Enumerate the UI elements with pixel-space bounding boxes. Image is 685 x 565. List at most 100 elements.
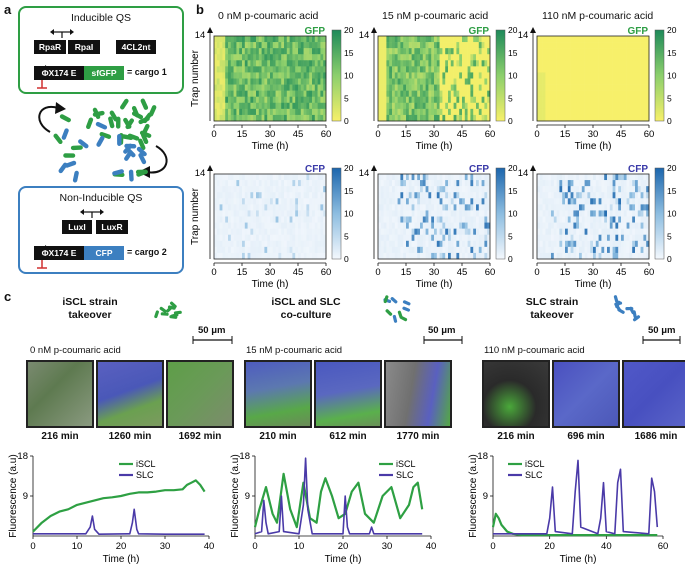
heatmap-cell [289, 192, 293, 199]
heatmap-cell [258, 204, 262, 211]
heatmap-cell [392, 252, 396, 260]
channel-label: CFP [628, 164, 648, 175]
heatmap-cell [428, 54, 432, 61]
heatmap-cell [236, 204, 240, 211]
heatmap-cell [256, 204, 260, 211]
heatmap-cell [548, 72, 552, 79]
heatmap-cell [247, 90, 251, 98]
heatmap-cell [236, 60, 240, 67]
heatmap-cell [601, 198, 605, 205]
heatmap-cell [590, 96, 594, 104]
heatmap-cell [284, 66, 288, 73]
heatmap-cell [439, 102, 443, 110]
heatmap-cell [408, 252, 412, 260]
heatmap-cell [323, 78, 327, 85]
heatmap-cell [306, 240, 310, 248]
heatmap-cell [264, 198, 268, 205]
heatmap-cell [464, 48, 468, 55]
heatmap-cell [230, 234, 234, 242]
heatmap-cell [317, 90, 321, 98]
heatmap-cell [629, 210, 633, 217]
heatmap-cell [228, 36, 232, 43]
heatmap-cell [228, 234, 232, 242]
heatmap-cell [542, 174, 546, 181]
heatmap-cell [281, 78, 285, 85]
heatmap-cell [403, 90, 407, 98]
heatmap-cell [576, 222, 580, 229]
heatmap-cell [635, 102, 639, 110]
heatmap-cell [422, 210, 426, 217]
heatmap-cell [604, 114, 608, 122]
heatmap-cell [612, 216, 616, 223]
heatmap-cell [559, 252, 563, 260]
heatmap-cell [453, 240, 457, 248]
heatmap-cell [548, 66, 552, 73]
heatmap-cell [417, 192, 421, 199]
heatmap-cell [225, 192, 229, 199]
heatmap-cell [289, 198, 293, 205]
heatmap-cell [309, 36, 313, 43]
x-axis-label: Time (h) [103, 554, 140, 565]
frame-label-1-1: 612 min [329, 431, 367, 442]
heatmap-cell [253, 174, 257, 181]
heatmap-cell [270, 186, 274, 193]
heatmap-cell [378, 84, 382, 91]
heatmap-cell [587, 210, 591, 217]
heatmap-cell [556, 222, 560, 229]
heatmap-cell [635, 42, 639, 49]
heatmap-cell [417, 204, 421, 211]
heatmap-cell [640, 78, 644, 85]
heatmap-cell [612, 78, 616, 85]
heatmap-cell [278, 234, 282, 242]
heatmap-cell [456, 108, 460, 116]
heatmap-cell [270, 210, 274, 217]
heatmap-cell [386, 186, 390, 193]
heatmap-cell [459, 96, 463, 104]
heatmap-cell [548, 240, 552, 248]
heatmap-cell [225, 204, 229, 211]
heatmap-cell [309, 222, 313, 229]
heatmap-cell [487, 36, 491, 43]
heatmap-cell [420, 186, 424, 193]
heatmap-cell [380, 246, 384, 254]
heatmap-cell [267, 186, 271, 193]
heatmap-cell [646, 240, 650, 248]
heatmap-cell [632, 54, 636, 61]
y-max-label: 14 [359, 168, 370, 179]
x-tick-label: 45 [293, 129, 304, 140]
heatmap-cell [584, 36, 588, 43]
heatmap-cell [562, 72, 566, 79]
heatmap-cell [309, 204, 313, 211]
heatmap-cell [314, 192, 318, 199]
heatmap-cell [570, 108, 574, 116]
heatmap-cell [272, 210, 276, 217]
heatmap-cell [309, 198, 313, 205]
heatmap-cell [476, 66, 480, 73]
bacterium-cell [392, 314, 398, 323]
heatmap-cell [258, 108, 262, 116]
heatmap-cell [300, 42, 304, 49]
heatmap-cell [646, 78, 650, 85]
heatmap-cell [380, 36, 384, 43]
colorbar-tick-label: 0 [667, 254, 672, 264]
heatmap-cell [258, 192, 262, 199]
heatmap-cell [383, 234, 387, 242]
heatmap-cell [565, 60, 569, 67]
heatmap-cell [406, 192, 410, 199]
heatmap-cell [256, 36, 260, 43]
heatmap-cell [598, 96, 602, 104]
heatmap-cell [637, 198, 641, 205]
heatmap-cell [565, 234, 569, 242]
heatmap-cell [406, 204, 410, 211]
heatmap-cell [256, 210, 260, 217]
micrograph-0-2 [166, 360, 234, 428]
heatmap-cell [219, 42, 223, 49]
heatmap-cell [615, 72, 619, 79]
heatmap-cell [397, 66, 401, 73]
heatmap-cell [244, 240, 248, 248]
heatmap-cell [570, 90, 574, 98]
heatmap-cell [593, 234, 597, 242]
heatmap-border [213, 173, 327, 260]
heatmap-cell [239, 204, 243, 211]
heatmap-cell [567, 186, 571, 193]
